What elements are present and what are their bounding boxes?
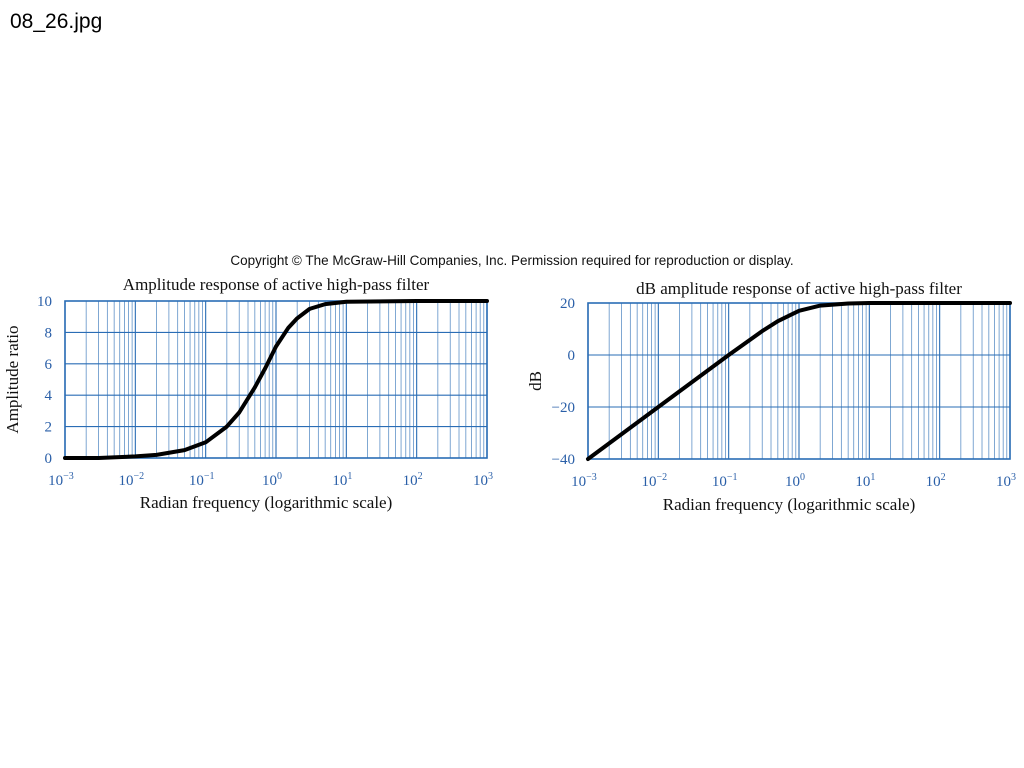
chart-title: Amplitude response of active high-pass f…	[123, 275, 430, 294]
chart-title: dB amplitude response of active high-pas…	[636, 279, 962, 298]
y-tick-label: 2	[45, 420, 53, 436]
x-tick-label: 10−1	[189, 471, 215, 489]
x-tick-label: 103	[473, 471, 493, 489]
x-tick-label: 10−1	[712, 472, 738, 490]
y-axis-label: Amplitude ratio	[3, 325, 22, 433]
x-tick-label: 102	[403, 471, 423, 489]
y-tick-label: −20	[552, 400, 575, 416]
y-tick-label: −40	[552, 452, 575, 468]
x-tick-label: 102	[926, 472, 946, 490]
x-tick-label: 101	[855, 472, 875, 490]
chart-2: −40 −20 0 20 10−3 10−2 10−1 100 101 102 103 dB ampl…	[526, 279, 1016, 514]
x-tick-label: 10−3	[571, 472, 597, 490]
x-tick-label: 10−2	[642, 472, 668, 490]
x-axis-label: Radian frequency (logarithmic scale)	[663, 495, 916, 514]
y-tick-label: 10	[37, 294, 52, 310]
y-tick-label: 0	[568, 348, 576, 364]
series-line	[63, 299, 489, 460]
x-tick-label: 103	[996, 472, 1016, 490]
y-tick-label: 8	[45, 325, 53, 341]
file-label: 08_26.jpg	[10, 10, 103, 33]
x-tick-label: 100	[262, 471, 282, 489]
y-tick-label: 6	[45, 357, 53, 373]
y-tick-label: 20	[560, 296, 575, 312]
plot-frame	[64, 300, 488, 459]
chart-1: 0 2 4 6 8 10 10−3 10−2 10−1 100 101 102 103 Amplitude…	[3, 275, 493, 512]
copyright-notice: Copyright © The McGraw-Hill Companies, I…	[230, 253, 794, 268]
series-line	[586, 301, 1012, 461]
x-tick-label: 10−3	[48, 471, 74, 489]
y-tick-label: 0	[45, 451, 53, 467]
plot-frame	[587, 302, 1011, 460]
x-tick-label: 10−2	[119, 471, 145, 489]
y-axis-label: dB	[526, 371, 545, 391]
x-tick-label: 100	[785, 472, 805, 490]
x-tick-label: 101	[332, 471, 352, 489]
y-tick-label: 4	[45, 388, 53, 404]
x-axis-label: Radian frequency (logarithmic scale)	[140, 493, 393, 512]
